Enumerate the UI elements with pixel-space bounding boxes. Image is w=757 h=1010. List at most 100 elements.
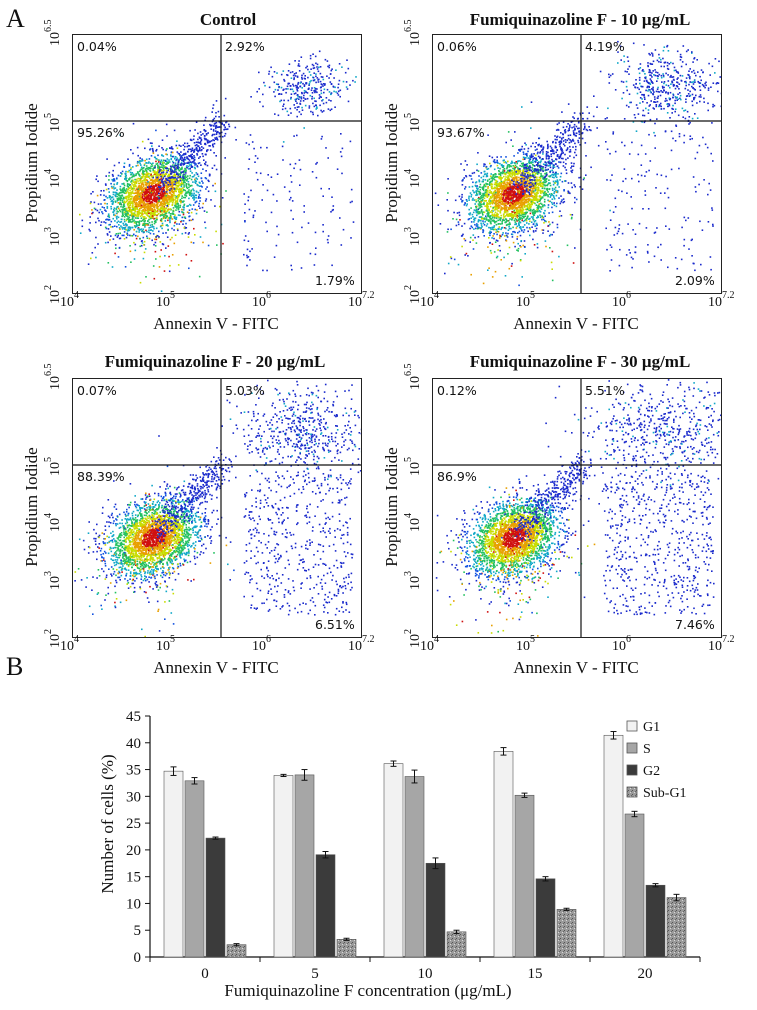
flow-dot-plot: 0.07% 5.03% 88.39% 6.51% <box>72 378 362 638</box>
flow-y-axis-label: Propidium Iodide <box>382 447 401 567</box>
y-tick-label: 103 <box>403 227 423 246</box>
bar-g1 <box>493 751 514 958</box>
y-tick-label: 105 <box>403 457 423 476</box>
y-tick-label: 106.5 <box>403 363 423 391</box>
legend-swatch <box>626 742 638 754</box>
bar-y-tick-label: 15 <box>126 870 141 886</box>
bar-y-tick-label: 20 <box>126 843 141 859</box>
bar-y-tick-label: 45 <box>126 709 141 725</box>
y-tick-label: 102 <box>43 629 63 648</box>
x-tick-label: 104 <box>420 290 439 310</box>
x-tick-label: 104 <box>60 290 79 310</box>
bar-s <box>404 776 425 958</box>
y-tick-label: 105 <box>43 457 63 476</box>
flow-y-axis-label: Propidium Iodide <box>382 103 401 223</box>
flow-x-axis-label: Annexin V - FITC <box>513 658 639 677</box>
y-tick-label: 106.5 <box>403 19 423 47</box>
quadrant-lower-right-pct: 2.09% <box>675 273 715 288</box>
bar-x-tick-label: 10 <box>418 966 433 982</box>
y-tick-label: 103 <box>43 571 63 590</box>
flow-panel-title: Control <box>199 10 257 29</box>
legend-label: G2 <box>643 764 660 779</box>
bar-g2 <box>645 884 666 958</box>
x-tick-label: 105 <box>516 290 535 310</box>
x-tick-label: 105 <box>156 634 175 654</box>
bar-sub-g1 <box>556 909 577 958</box>
x-tick-label: 104 <box>420 634 439 654</box>
bar-sub-g1 <box>336 939 357 958</box>
quadrant-upper-left-pct: 0.06% <box>437 39 477 54</box>
bar-x-tick-label: 20 <box>638 966 653 982</box>
bar-y-tick-label: 10 <box>126 896 141 912</box>
legend-swatch <box>626 764 638 776</box>
panel-b-label: B <box>6 652 24 681</box>
x-tick-label: 106 <box>612 634 631 654</box>
quadrant-upper-right-pct: 5.03% <box>225 383 265 398</box>
bar-y-tick-label: 30 <box>126 789 141 805</box>
flow-dot-plot: 0.12% 5.51% 86.9% 7.46% <box>432 378 722 638</box>
bar-g1 <box>273 775 294 958</box>
y-tick-label: 106.5 <box>43 363 63 391</box>
bar-sub-g1 <box>666 897 687 958</box>
y-tick-label: 102 <box>403 285 423 304</box>
x-tick-label: 106 <box>252 634 271 654</box>
bar-sub-g1 <box>226 944 247 958</box>
bar-y-tick-label: 25 <box>126 816 141 832</box>
quadrant-upper-right-pct: 5.51% <box>585 383 625 398</box>
quadrant-upper-left-pct: 0.07% <box>77 383 117 398</box>
flow-dot-plot: 0.06% 4.19% 93.67% 2.09% <box>432 34 722 294</box>
flow-x-axis-label: Annexin V - FITC <box>153 658 279 677</box>
x-tick-label: 107.2 <box>348 634 375 654</box>
bar-s <box>294 774 315 958</box>
x-tick-label: 107.2 <box>708 290 735 310</box>
bar-x-axis: 0 5 10 15 20 <box>149 956 701 982</box>
bar-x-tick-label: 0 <box>201 966 209 982</box>
legend-swatch <box>626 786 638 798</box>
legend-label: Sub-G1 <box>643 786 687 801</box>
x-tick-label: 107.2 <box>708 634 735 654</box>
bar-g2 <box>315 854 336 958</box>
bar-s <box>184 780 205 958</box>
bar-g2 <box>535 878 556 958</box>
flow-x-axis-label: Annexin V - FITC <box>153 314 279 333</box>
flow-scatter <box>73 379 361 637</box>
bar-marks <box>163 731 687 958</box>
legend-label: S <box>643 742 651 757</box>
bar-g1 <box>383 763 404 958</box>
y-tick-label: 105 <box>403 113 423 132</box>
bar-y-tick-label: 5 <box>134 923 142 939</box>
flow-panel-title: Fumiquinazoline F - 20 μg/mL <box>104 352 326 371</box>
flow-scatter <box>73 35 361 293</box>
bar-x-tick-label: 5 <box>311 966 319 982</box>
bar-x-axis-label: Fumiquinazoline F concentration (μg/mL) <box>224 981 511 1000</box>
y-tick-label: 102 <box>43 285 63 304</box>
y-tick-label: 103 <box>403 571 423 590</box>
y-tick-label: 105 <box>43 113 63 132</box>
quadrant-upper-left-pct: 0.04% <box>77 39 117 54</box>
bar-sub-g1 <box>446 931 467 958</box>
quadrant-lower-right-pct: 7.46% <box>675 617 715 632</box>
flow-y-axis-label: Propidium Iodide <box>22 447 41 567</box>
quadrant-upper-right-pct: 4.19% <box>585 39 625 54</box>
y-tick-label: 103 <box>43 227 63 246</box>
y-tick-label: 106.5 <box>43 19 63 47</box>
bar-g2 <box>205 837 226 958</box>
x-tick-label: 104 <box>60 634 79 654</box>
y-tick-label: 104 <box>43 169 63 188</box>
y-tick-label: 102 <box>403 629 423 648</box>
x-tick-label: 105 <box>156 290 175 310</box>
flow-x-axis-label: Annexin V - FITC <box>513 314 639 333</box>
bar-g2 <box>425 862 446 958</box>
bar-s <box>514 794 535 958</box>
quadrant-lower-right-pct: 6.51% <box>315 617 355 632</box>
legend-label: G1 <box>643 720 660 735</box>
quadrant-upper-right-pct: 2.92% <box>225 39 265 54</box>
flow-panel-title: Fumiquinazoline F - 30 μg/mL <box>469 352 691 371</box>
legend-swatch <box>626 720 638 732</box>
bar-y-tick-label: 0 <box>134 950 142 966</box>
bar-x-tick-label: 15 <box>528 966 543 982</box>
quadrant-upper-left-pct: 0.12% <box>437 383 477 398</box>
bar-legend: G1 S G2 Sub-G1 <box>626 720 687 801</box>
flow-scatter <box>433 379 721 637</box>
